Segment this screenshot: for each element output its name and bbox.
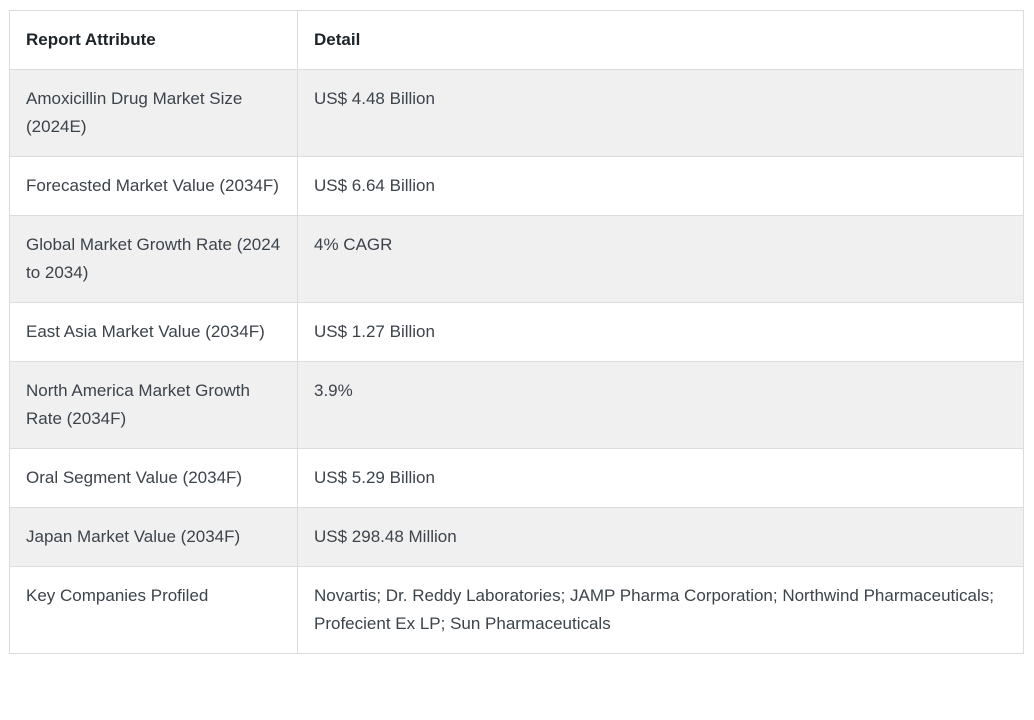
- report-attribute-cell: East Asia Market Value (2034F): [9, 302, 298, 362]
- table-row: Global Market Growth Rate (2024 to 2034)…: [9, 215, 1024, 303]
- detail-cell: 3.9%: [297, 361, 1024, 449]
- detail-cell: US$ 5.29 Billion: [297, 448, 1024, 508]
- table-row: Amoxicillin Drug Market Size (2024E) US$ …: [9, 69, 1024, 157]
- detail-cell: 4% CAGR: [297, 215, 1024, 303]
- detail-cell: US$ 1.27 Billion: [297, 302, 1024, 362]
- report-summary-table: Report Attribute Detail Amoxicillin Drug…: [9, 10, 1024, 654]
- report-attribute-cell: Forecasted Market Value (2034F): [9, 156, 298, 216]
- page: Report Attribute Detail Amoxicillin Drug…: [9, 10, 1024, 654]
- table-row: North America Market Growth Rate (2034F)…: [9, 361, 1024, 449]
- table-header: Report Attribute Detail: [9, 10, 1024, 70]
- report-attribute-cell: Amoxicillin Drug Market Size (2024E): [9, 69, 298, 157]
- detail-cell: US$ 6.64 Billion: [297, 156, 1024, 216]
- report-attribute-cell: Global Market Growth Rate (2024 to 2034): [9, 215, 298, 303]
- header-row: Report Attribute Detail: [9, 10, 1024, 70]
- table-row: Forecasted Market Value (2034F) US$ 6.64 …: [9, 156, 1024, 216]
- table-row: Oral Segment Value (2034F) US$ 5.29 Billi…: [9, 448, 1024, 508]
- table-row: East Asia Market Value (2034F) US$ 1.27 B…: [9, 302, 1024, 362]
- report-attribute-cell: Oral Segment Value (2034F): [9, 448, 298, 508]
- detail-cell: US$ 4.48 Billion: [297, 69, 1024, 157]
- report-attribute-cell: North America Market Growth Rate (2034F): [9, 361, 298, 449]
- detail-cell: US$ 298.48 Million: [297, 507, 1024, 567]
- report-attribute-cell: Key Companies Profiled: [9, 566, 298, 654]
- table-row: Japan Market Value (2034F) US$ 298.48 Mil…: [9, 507, 1024, 567]
- column-header-detail: Detail: [297, 10, 1024, 70]
- detail-cell: Novartis; Dr. Reddy Laboratories; JAMP P…: [297, 566, 1024, 654]
- column-header-report-attribute: Report Attribute: [9, 10, 298, 70]
- report-attribute-cell: Japan Market Value (2034F): [9, 507, 298, 567]
- table-row: Key Companies Profiled Novartis; Dr. Redd…: [9, 566, 1024, 654]
- table-body: Amoxicillin Drug Market Size (2024E) US$ …: [9, 69, 1024, 654]
